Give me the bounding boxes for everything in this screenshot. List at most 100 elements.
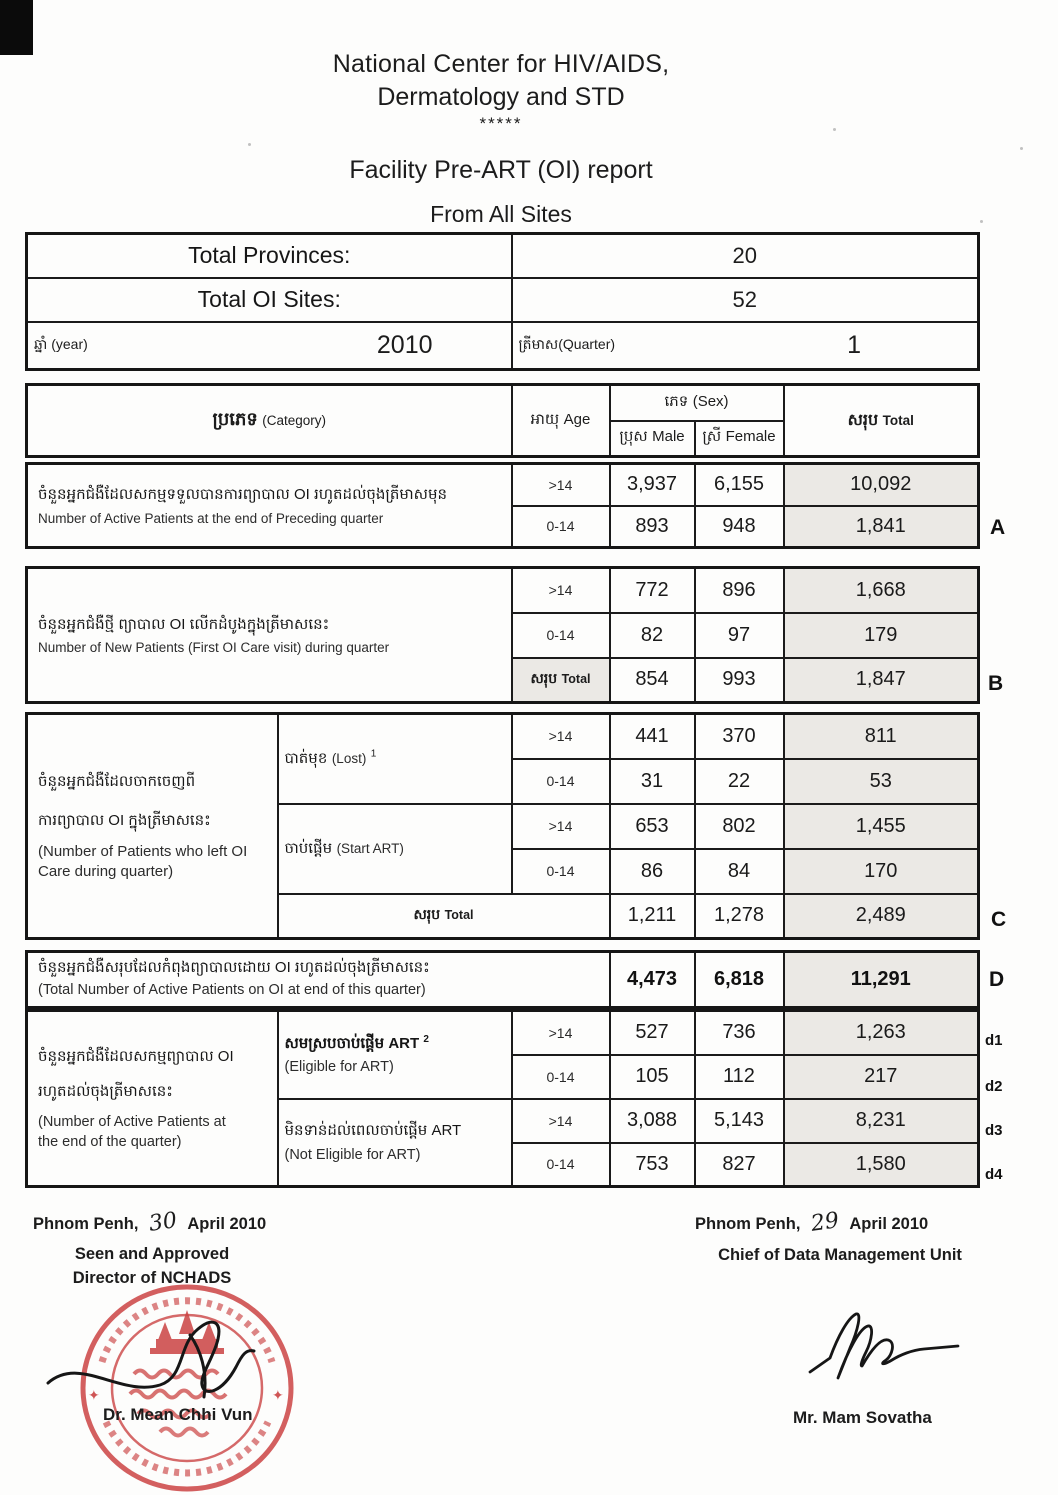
scan-speckle bbox=[248, 143, 251, 146]
total-value: 170 bbox=[782, 847, 980, 895]
male-value: 441 bbox=[608, 712, 696, 760]
row-letter-d2: d2 bbox=[985, 1078, 1003, 1095]
female-value: 5,143 bbox=[693, 1097, 785, 1144]
age-cell: 0-14 bbox=[510, 1141, 611, 1188]
female-value: 802 bbox=[693, 802, 785, 850]
right-handwritten-day: 29 bbox=[809, 1208, 841, 1237]
section-letter-d: D bbox=[989, 968, 1005, 991]
age-cell: 0-14 bbox=[510, 757, 611, 805]
grand-total: 2,489 bbox=[782, 892, 980, 940]
right-date-rest: April 2010 bbox=[849, 1215, 929, 1233]
female-value: 112 bbox=[693, 1053, 785, 1100]
total-value: 1,580 bbox=[782, 1141, 980, 1188]
row-letter-d4: d4 bbox=[985, 1166, 1003, 1183]
section-e-table: ចំនួនអ្នកជំងឺដែលសកម្មព្យាបាល OI រហូតដល់ច… bbox=[25, 1009, 980, 1188]
male-value: 105 bbox=[608, 1053, 696, 1100]
age-cell: >14 bbox=[510, 1097, 611, 1144]
male-total: 1,211 bbox=[608, 892, 696, 940]
section-b-total-label: សរុប Total bbox=[510, 656, 611, 704]
category-header: ប្រភេទ (Category) bbox=[25, 383, 513, 458]
right-place: Phnom Penh, bbox=[695, 1215, 801, 1233]
male-value: 527 bbox=[608, 1009, 696, 1056]
svg-text:✦: ✦ bbox=[88, 1387, 100, 1403]
female-header: ស្រី Female bbox=[693, 419, 785, 458]
female-value: 97 bbox=[693, 611, 785, 659]
chief-signature bbox=[808, 1312, 960, 1380]
summary-table: Total Provinces: 20 Total OI Sites: 52 ឆ… bbox=[25, 232, 981, 371]
grand-total: 1,847 bbox=[782, 656, 980, 704]
director-name: Dr. Mean Chhi Vun bbox=[103, 1405, 253, 1424]
row-letter-d3: d3 bbox=[985, 1122, 1003, 1139]
age-cell: 0-14 bbox=[510, 611, 611, 659]
left-handwritten-day: 30 bbox=[147, 1208, 179, 1237]
age-cell: 0-14 bbox=[510, 1053, 611, 1100]
document-header: National Center for HIV/AIDS, Dermatolog… bbox=[25, 50, 977, 228]
right-date-line: Phnom Penh, 29 April 2010 bbox=[695, 1208, 929, 1237]
subcategory-start-art: ចាប់ផ្តើម (Start ART) bbox=[276, 802, 513, 895]
seen-approved-label: Seen and Approved bbox=[74, 1245, 230, 1263]
total-value: 1,841 bbox=[782, 504, 980, 549]
male-value: 3,937 bbox=[608, 462, 696, 507]
total-oi-sites-label: Total OI Sites: bbox=[25, 276, 513, 323]
male-value: 653 bbox=[608, 802, 696, 850]
age-cell: 0-14 bbox=[510, 504, 611, 549]
age-cell: 0-14 bbox=[510, 847, 611, 895]
section-letter-c: C bbox=[991, 908, 1007, 931]
female-value: 22 bbox=[693, 757, 785, 805]
section-e-category: ចំនួនអ្នកជំងឺដែលសកម្មព្យាបាល OI រហូតដល់ច… bbox=[25, 1009, 279, 1188]
total-value: 1,263 bbox=[782, 1009, 980, 1056]
total-provinces-label: Total Provinces: bbox=[25, 232, 513, 279]
subcategory-not-eligible: មិនទាន់ដល់ពេលចាប់ផ្តើម ART (Not Eligible… bbox=[276, 1097, 513, 1188]
org-name-line1: National Center for HIV/AIDS, bbox=[332, 50, 670, 78]
female-total: 6,818 bbox=[693, 950, 785, 1009]
subcategory-lost: បាត់មុខ (Lost) 1 bbox=[276, 712, 513, 805]
male-value: 3,088 bbox=[608, 1097, 696, 1144]
total-value: 8,231 bbox=[782, 1097, 980, 1144]
left-approval-block: Seen and Approved Director of NCHADS bbox=[52, 1243, 252, 1291]
org-name-line2: Dermatology and STD bbox=[377, 83, 625, 111]
report-title: Facility Pre-ART (OI) report bbox=[349, 156, 653, 184]
female-value: 896 bbox=[693, 566, 785, 614]
scan-corner-artifact bbox=[0, 0, 33, 55]
total-value: 53 bbox=[782, 757, 980, 805]
star-separator: ***** bbox=[479, 114, 523, 133]
male-value: 893 bbox=[608, 504, 696, 549]
section-c-table: ចំនួនអ្នកជំងឺដែលចាកចេញពី ការព្យាបាល OI ក… bbox=[25, 712, 980, 940]
male-value: 82 bbox=[608, 611, 696, 659]
female-value: 6,155 bbox=[693, 462, 785, 507]
director-label: Director of NCHADS bbox=[72, 1268, 232, 1287]
svg-text:✦: ✦ bbox=[272, 1387, 284, 1403]
row-letter-d1: d1 bbox=[985, 1032, 1003, 1049]
scan-speckle bbox=[833, 128, 836, 131]
report-subtitle: From All Sites bbox=[430, 201, 572, 227]
director-signature bbox=[46, 1320, 256, 1399]
year-label: ឆ្នាំ (year) bbox=[34, 335, 88, 352]
section-a-table: ចំនួនអ្នកជំងឺដែលសកម្មទទួលបានការព្យាបាល O… bbox=[25, 462, 980, 549]
age-cell: >14 bbox=[510, 712, 611, 760]
total-value: 217 bbox=[782, 1053, 980, 1100]
total-oi-sites-value: 52 bbox=[510, 276, 980, 323]
age-cell: >14 bbox=[510, 566, 611, 614]
total-value: 1,455 bbox=[782, 802, 980, 850]
sex-header: ភេទ (Sex) bbox=[608, 383, 785, 422]
female-total: 1,278 bbox=[693, 892, 785, 940]
section-c-total-label: សរុប Total bbox=[276, 892, 611, 940]
total-value: 1,668 bbox=[782, 566, 980, 614]
total-value: 10,092 bbox=[782, 462, 980, 507]
total-header: សរុប Total bbox=[782, 383, 980, 458]
section-b-category: ចំនួនអ្នកជំងឺថ្មី ព្យាបាល OI លើកដំបូងក្ន… bbox=[25, 566, 513, 704]
left-date-rest: April 2010 bbox=[187, 1215, 267, 1233]
section-d-category: ចំនួនអ្នកជំងឺសរុបដែលកំពុងព្យាបាលដោយ OI រ… bbox=[25, 950, 611, 1009]
total-value: 179 bbox=[782, 611, 980, 659]
chief-name: Mr. Mam Sovatha bbox=[793, 1408, 932, 1427]
female-value: 370 bbox=[693, 712, 785, 760]
section-letter-b: B bbox=[988, 672, 1004, 695]
main-table-header: ប្រភេទ (Category) អាយុ Age ភេទ (Sex) សរុ… bbox=[25, 383, 981, 458]
quarter-label: ត្រីមាស(Quarter) bbox=[518, 335, 616, 352]
section-d-table: ចំនួនអ្នកជំងឺសរុបដែលកំពុងព្យាបាលដោយ OI រ… bbox=[25, 950, 980, 1009]
section-letter-a: A bbox=[990, 516, 1006, 539]
age-cell: >14 bbox=[510, 802, 611, 850]
total-provinces-value: 20 bbox=[510, 232, 980, 279]
total-value: 811 bbox=[782, 712, 980, 760]
